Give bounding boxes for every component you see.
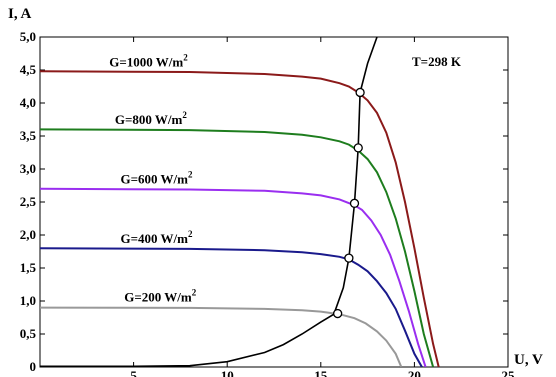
temperature-annotation: T=298 K	[412, 54, 462, 69]
iv-curve-3	[40, 247, 423, 367]
curve-label: G=200 W/m2	[124, 288, 196, 305]
x-tick-label: 25	[502, 368, 516, 377]
y-tick-label: 2,0	[20, 227, 36, 242]
iv-curve-2	[40, 187, 427, 367]
mpp-markers	[332, 87, 365, 319]
mpp-marker	[355, 87, 365, 98]
mpp-marker	[332, 308, 343, 319]
y-tick-label: 5,0	[20, 29, 36, 44]
curve-label: G=400 W/m2	[120, 229, 192, 246]
iv-curve-4	[40, 306, 403, 367]
x-tick-label: 10	[221, 368, 234, 377]
y-tick-label: 1,0	[20, 293, 36, 308]
x-axis-ticks: 5 10 15 20 25	[130, 37, 515, 377]
y-tick-label: 4,0	[20, 95, 36, 110]
curve-label: G=1000 W/m2	[109, 53, 188, 70]
x-tick-label: 20	[408, 368, 421, 377]
y-axis-title: I, A	[8, 6, 32, 22]
y-tick-label: 1,5	[20, 260, 37, 275]
curve-label: G=600 W/m2	[120, 170, 192, 187]
x-tick-label: 5	[130, 368, 137, 377]
y-tick-label: 3,0	[20, 161, 36, 176]
curve-label: G=800 W/m2	[115, 110, 187, 127]
y-axis-ticks: 0 0,5 1,0 1,5 2,0 2,5 3,0 3,5 4,0 4,5 5,0	[20, 29, 508, 374]
y-tick-label: 4,5	[20, 62, 37, 77]
iv-curve-0	[40, 70, 440, 367]
y-tick-label: 0,5	[20, 326, 37, 341]
x-axis-title: U, V	[514, 352, 543, 368]
y-tick-label: 3,5	[20, 128, 37, 143]
y-tick-label: 2,5	[20, 194, 37, 209]
plot-area	[39, 36, 509, 368]
mpp-marker	[353, 143, 363, 153]
mpp-marker	[349, 198, 360, 208]
y-tick-label: 0	[30, 359, 37, 374]
mpp-marker	[344, 253, 354, 263]
iv-curve-1	[40, 128, 435, 367]
x-tick-label: 15	[314, 368, 328, 377]
curve-labels: G=1000 W/m2 G=800 W/m2 G=600 W/m2 G=400 W/m…	[109, 53, 196, 305]
